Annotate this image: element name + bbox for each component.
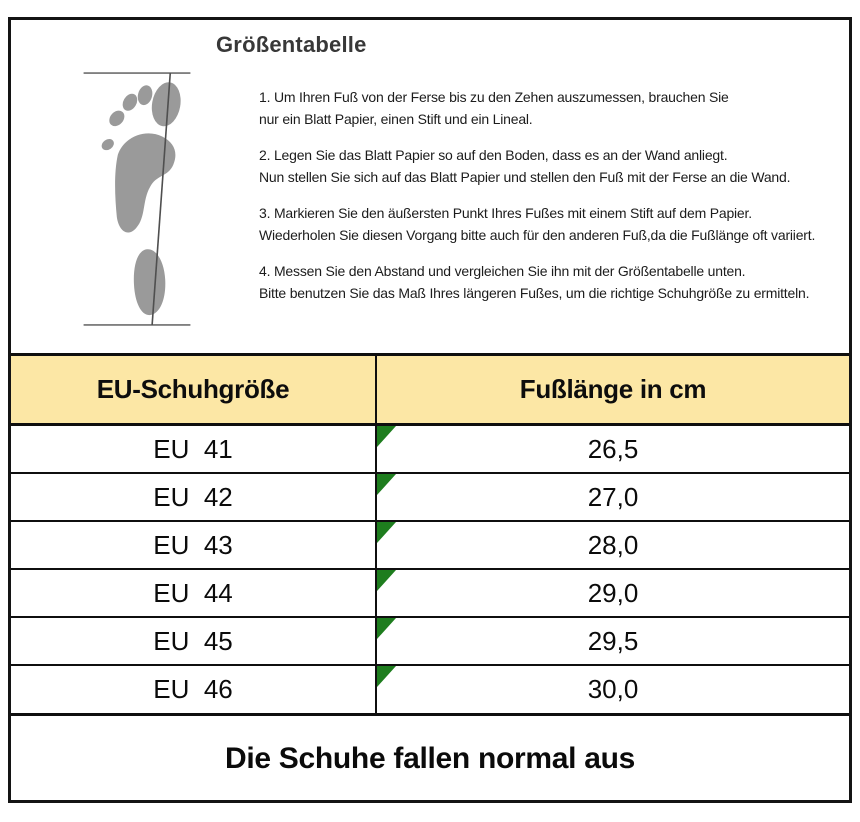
outer-frame: Größentabelle 1. Um Ihren Fuß von der Fe… [8,17,852,803]
footprint-measurement-icon [83,72,191,326]
fit-note: Die Schuhe fallen normal aus [224,741,636,775]
instruction-step-4: 4. Messen Sie den Abstand und vergleiche… [259,260,815,304]
size-cell: EU 41 [11,426,377,472]
size-cell: EU 42 [11,474,377,520]
length-value: 28,0 [587,529,639,560]
instruction-step-1: 1. Um Ihren Fuß von der Ferse bis zu den… [259,86,815,130]
page-title: Größentabelle [216,32,367,57]
size-cell: EU 46 [11,666,377,713]
length-value: 27,0 [587,481,639,512]
size-cell: EU 45 [11,618,377,664]
length-cell: 30,0 [377,666,849,713]
instruction-step-3-line-2: Wiederholen Sie diesen Vorgang bitte auc… [259,227,816,243]
instruction-step-2-line-1: 2. Legen Sie das Blatt Papier so auf den… [259,147,728,163]
measurement-instructions-section: Größentabelle 1. Um Ihren Fuß von der Fe… [11,20,849,353]
instruction-step-3-line-1: 3. Markieren Sie den äußersten Punkt Ihr… [259,205,752,221]
size-table-header-row: EU-Schuhgröße Fußlänge in cm [11,353,849,426]
length-value: 26,5 [587,433,639,464]
column-header-eu-size: EU-Schuhgröße [11,356,377,423]
green-corner-marker-icon [377,570,396,591]
green-corner-marker-icon [377,522,396,543]
instruction-step-3: 3. Markieren Sie den äußersten Punkt Ihr… [259,202,815,246]
length-value: 29,5 [587,625,639,656]
size-cell: EU 44 [11,570,377,616]
instruction-step-1-line-1: 1. Um Ihren Fuß von der Ferse bis zu den… [259,89,729,105]
length-value: 29,0 [587,577,639,608]
instruction-step-2: 2. Legen Sie das Blatt Papier so auf den… [259,144,815,188]
length-cell: 29,5 [377,618,849,664]
instruction-step-4-line-1: 4. Messen Sie den Abstand und vergleiche… [259,263,746,279]
green-corner-marker-icon [377,666,396,687]
column-header-foot-length: Fußlänge in cm [519,374,707,404]
size-cell: EU 43 [11,522,377,568]
length-cell: 26,5 [377,426,849,472]
green-corner-marker-icon [377,474,396,495]
instructions-list: 1. Um Ihren Fuß von der Ferse bis zu den… [259,86,815,318]
table-row-eu-43: EU 43 28,0 [11,522,849,570]
table-row-eu-45: EU 45 29,5 [11,618,849,666]
table-row-eu-42: EU 42 27,0 [11,474,849,522]
green-corner-marker-icon [377,426,396,447]
instruction-step-4-line-2: Bitte benutzen Sie das Maß Ihres längere… [259,285,810,301]
green-corner-marker-icon [377,618,396,639]
length-value: 30,0 [587,674,639,704]
length-cell: 28,0 [377,522,849,568]
table-row-eu-46: EU 46 30,0 [11,666,849,716]
table-row-eu-44: EU 44 29,0 [11,570,849,618]
instruction-step-1-line-2: nur ein Blatt Papier, einen Stift und ei… [259,111,533,127]
length-cell: 27,0 [377,474,849,520]
length-cell: 29,0 [377,570,849,616]
size-table: EU-Schuhgröße Fußlänge in cm EU 41 26,5 … [11,353,849,716]
instruction-step-2-line-2: Nun stellen Sie sich auf das Blatt Papie… [259,169,791,185]
table-row-eu-41: EU 41 26,5 [11,426,849,474]
